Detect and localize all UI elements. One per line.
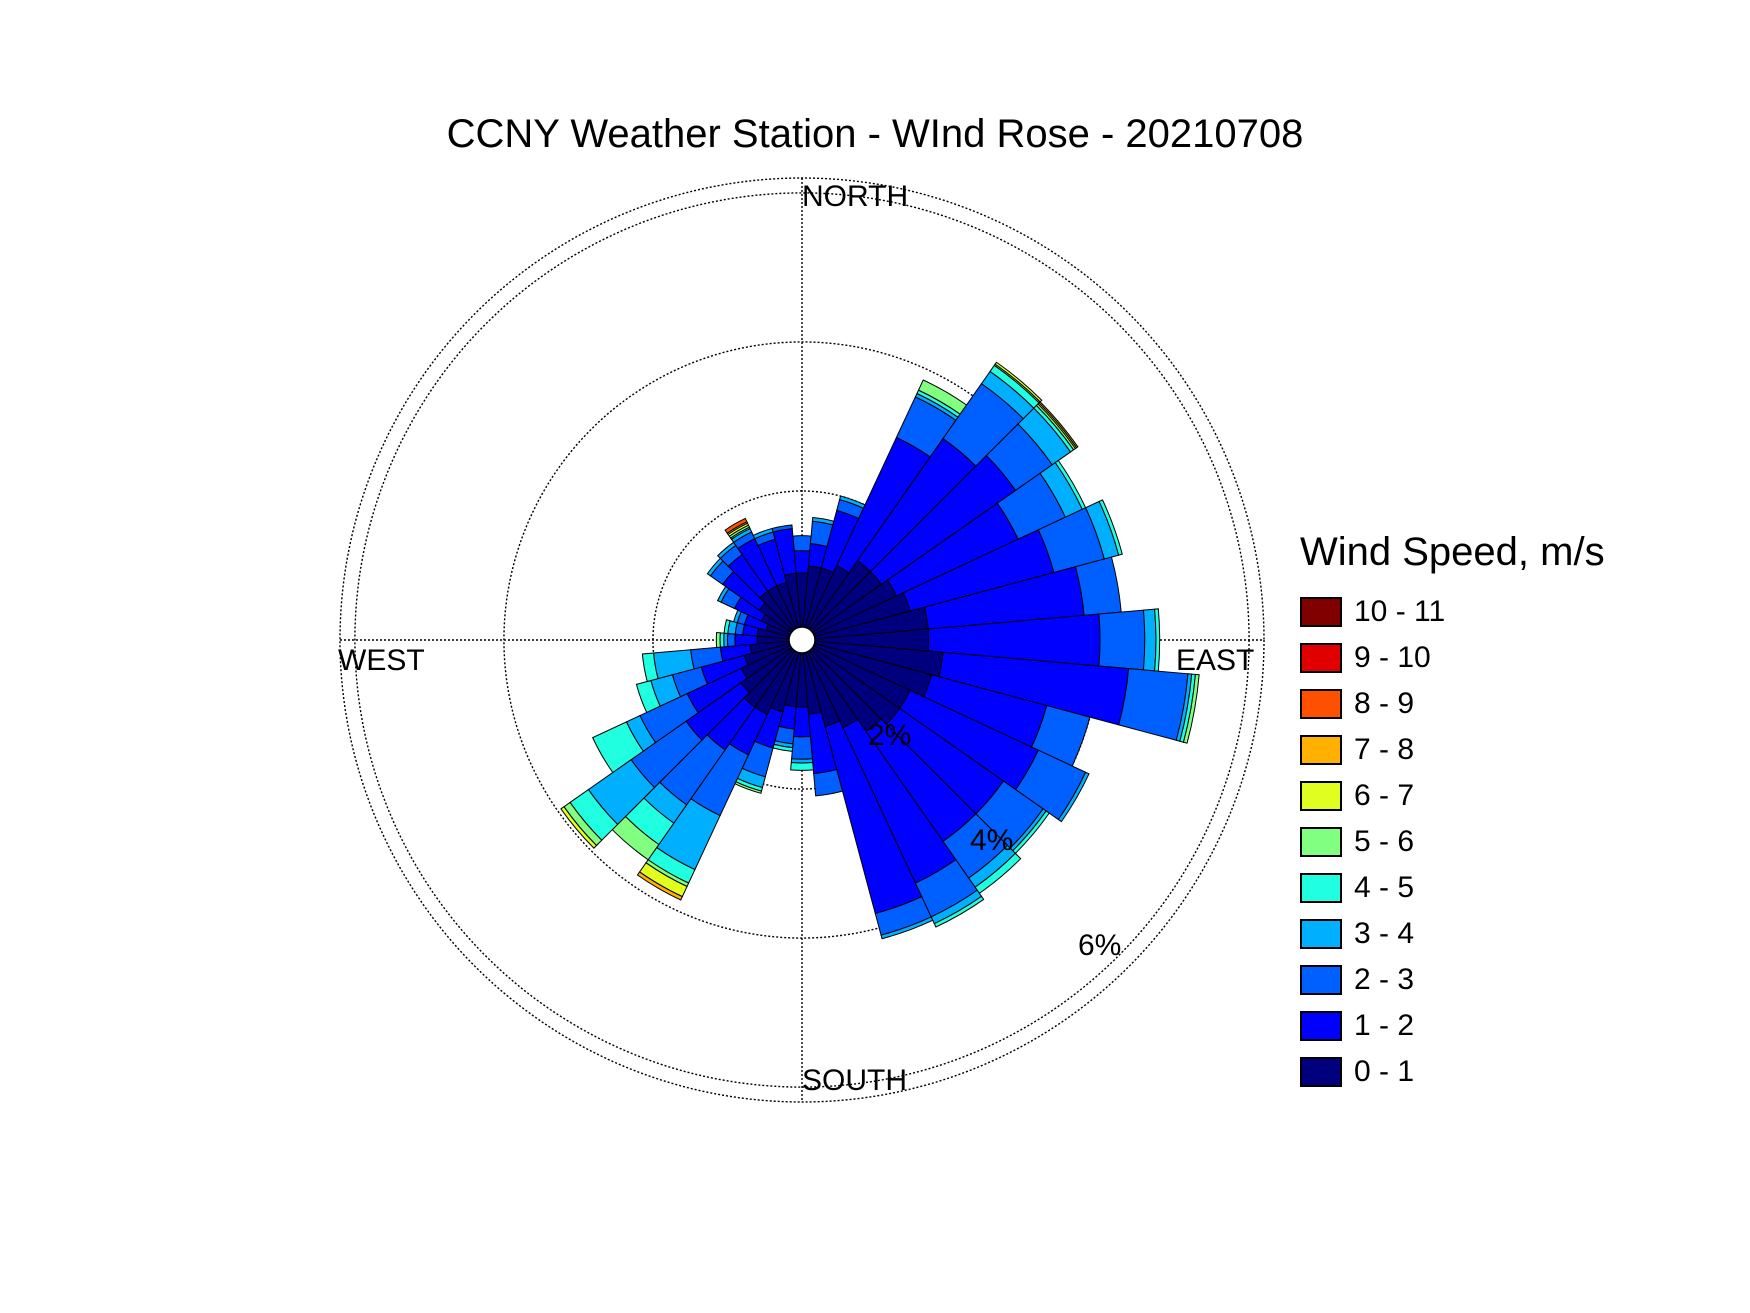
sector-segment-90-bin-3 xyxy=(1142,608,1157,672)
sector-segment-170-bin-2 xyxy=(813,768,844,797)
legend-item: 3 - 4 xyxy=(1300,911,1605,957)
sector-segment-350-bin-2 xyxy=(771,524,793,533)
legend-item: 5 - 6 xyxy=(1300,819,1605,865)
sector-segment-180-bin-4 xyxy=(790,761,814,771)
legend-label: 4 - 5 xyxy=(1354,871,1415,904)
chart-title: CCNY Weather Station - WInd Rose - 20210… xyxy=(446,112,1304,156)
legend-items: 10 - 11 9 - 10 8 - 9 7 - 8 6 - 7 5 - 6 4 - 5 3 … xyxy=(1300,589,1605,1095)
sector-segment-0-bin-2 xyxy=(792,535,812,552)
sector-segment-260-bin-4 xyxy=(641,652,659,683)
legend-swatch xyxy=(1300,689,1342,719)
legend-label: 10 - 11 xyxy=(1354,595,1446,628)
legend-title: Wind Speed, m/s xyxy=(1300,530,1605,574)
legend-swatch xyxy=(1300,643,1342,673)
sector-segment-50-bin-7 xyxy=(1038,401,1079,449)
legend-item: 1 - 2 xyxy=(1300,1003,1605,1049)
sector-segment-270-bin-2 xyxy=(726,632,736,648)
ring-label-6pct: 6% xyxy=(1078,929,1121,962)
legend-item: 2 - 3 xyxy=(1300,957,1605,1003)
legend-label: 5 - 6 xyxy=(1354,825,1415,858)
direction-label-west: WEST xyxy=(338,644,425,677)
legend-item: 4 - 5 xyxy=(1300,865,1605,911)
sector-segment-270-bin-5 xyxy=(715,631,721,649)
direction-label-south: SOUTH xyxy=(802,1064,907,1097)
legend-swatch xyxy=(1300,1011,1342,1041)
legend-swatch xyxy=(1300,597,1342,627)
sector-segment-240-bin-4 xyxy=(591,721,644,774)
legend-swatch xyxy=(1300,965,1342,995)
legend-label: 9 - 10 xyxy=(1354,641,1431,674)
grid-ring-outer xyxy=(339,177,1265,1103)
sector-segment-120-bin-3 xyxy=(1057,771,1090,823)
sector-segment-180-bin-2 xyxy=(791,735,813,760)
legend-label: 6 - 7 xyxy=(1354,779,1415,812)
legend-item: 6 - 7 xyxy=(1300,773,1605,819)
legend-swatch xyxy=(1300,873,1342,903)
legend-item: 0 - 1 xyxy=(1300,1049,1605,1095)
legend-label: 8 - 9 xyxy=(1354,687,1415,720)
direction-label-east: EAST xyxy=(1176,644,1254,677)
sector-segment-100-bin-2 xyxy=(1118,668,1189,741)
sector-segment-150-bin-4 xyxy=(933,895,985,928)
sector-segment-230-bin-6 xyxy=(560,805,598,849)
sector-segment-0-bin-1 xyxy=(793,550,811,574)
legend-swatch xyxy=(1300,781,1342,811)
sector-segment-160-bin-3 xyxy=(880,916,934,940)
legend-label: 3 - 4 xyxy=(1354,917,1415,950)
center-hole xyxy=(788,626,816,654)
legend-item: 7 - 8 xyxy=(1300,727,1605,773)
ring-label-2pct: 2% xyxy=(868,719,911,752)
legend-item: 8 - 9 xyxy=(1300,681,1605,727)
sector-segment-100-bin-5 xyxy=(1182,673,1200,744)
legend: Wind Speed, m/s 10 - 11 9 - 10 8 - 9 7 - 8 6… xyxy=(1300,530,1605,1095)
legend-swatch xyxy=(1300,1057,1342,1087)
sector-segment-330-bin-8 xyxy=(724,517,748,534)
sector-segment-250-bin-4 xyxy=(635,679,661,714)
sector-segment-210-bin-7 xyxy=(636,871,683,901)
legend-label: 0 - 1 xyxy=(1354,1055,1415,1088)
sector-segment-90-bin-2 xyxy=(1098,609,1146,671)
legend-item: 10 - 11 xyxy=(1300,589,1605,635)
direction-label-north: NORTH xyxy=(802,180,908,213)
legend-label: 1 - 2 xyxy=(1354,1009,1415,1042)
ring-label-4pct: 4% xyxy=(970,824,1013,857)
sector-segment-70-bin-4 xyxy=(1098,499,1123,556)
legend-label: 2 - 3 xyxy=(1354,963,1415,996)
legend-swatch xyxy=(1300,919,1342,949)
legend-item: 9 - 10 xyxy=(1300,635,1605,681)
wind-sectors xyxy=(560,361,1200,940)
legend-swatch xyxy=(1300,735,1342,765)
sector-segment-40-bin-6 xyxy=(994,361,1043,403)
legend-swatch xyxy=(1300,827,1342,857)
grid-ring xyxy=(354,192,1250,1088)
sector-segment-280-bin-4 xyxy=(723,619,731,635)
legend-label: 7 - 8 xyxy=(1354,733,1415,766)
